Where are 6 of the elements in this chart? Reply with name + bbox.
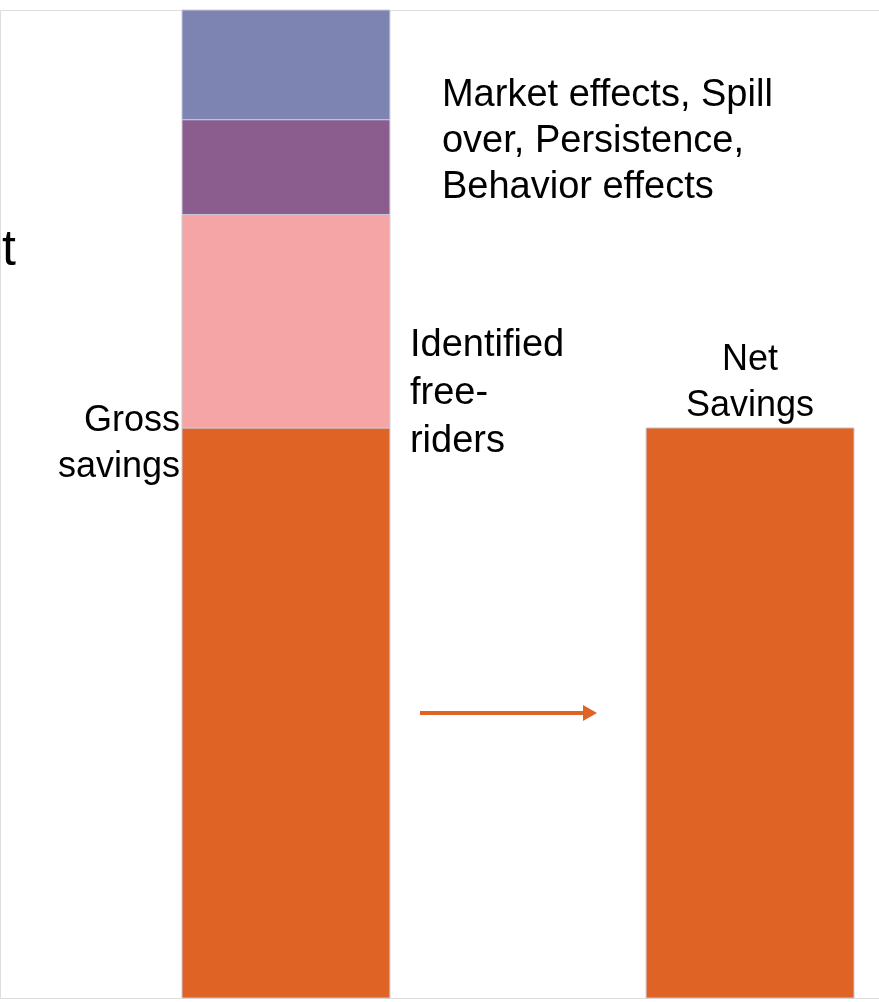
series-label: Market effects, Spill over, Persistence, Behavior effects [441, 71, 773, 206]
x-tick-label: Net Savings [686, 336, 815, 424]
bar [645, 427, 855, 999]
x-tick-label: Gross savings [57, 397, 180, 485]
annotation: t [2, 220, 16, 276]
series-label: Identified free-riders [409, 322, 565, 461]
